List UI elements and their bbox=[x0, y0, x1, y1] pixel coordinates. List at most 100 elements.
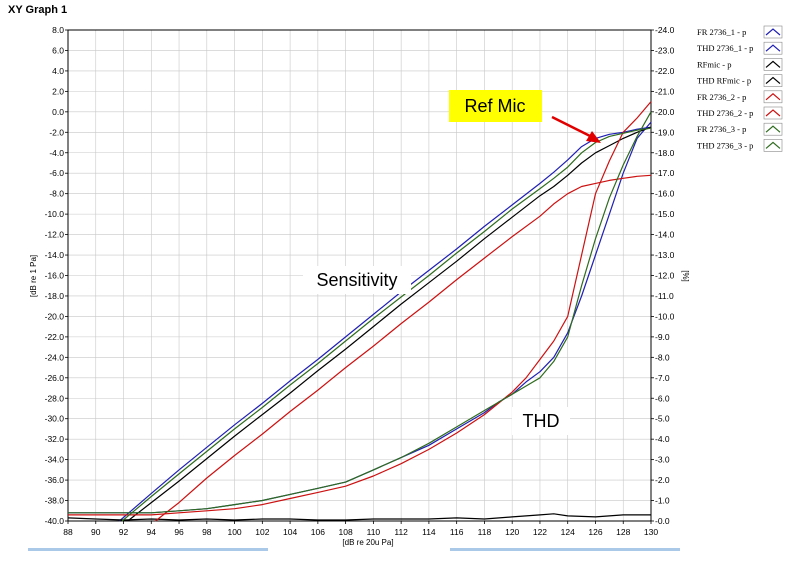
y-tick-label: -38.0 bbox=[45, 496, 65, 506]
y-tick-label: -30.0 bbox=[45, 414, 65, 424]
y2-tick-label: -14.0 bbox=[655, 230, 675, 240]
legend-entry-label: THD 2736_3 - p bbox=[697, 140, 753, 150]
series-line-7 bbox=[121, 127, 652, 522]
y2-tick-label: -11.0 bbox=[655, 291, 674, 301]
legend-swatch bbox=[765, 60, 781, 68]
x-tick-label: 120 bbox=[505, 527, 519, 537]
y2-tick-label: -22.0 bbox=[655, 66, 675, 76]
y2-tick-label: -10.0 bbox=[655, 311, 675, 321]
y2-tick-label: -16.0 bbox=[655, 189, 675, 199]
legend-entry-label: FR 2736_3 - p bbox=[697, 124, 746, 134]
y-tick-label: -32.0 bbox=[45, 434, 65, 444]
y-tick-label: -34.0 bbox=[45, 455, 65, 465]
y2-axis-ticks: -24.0 -23.0 -22.0 -21.0 -20.0 -19.0 -18.0 -17.0… bbox=[651, 25, 675, 526]
ref-mic-arrow-head bbox=[586, 131, 601, 143]
legend-entry-label: THD 2736_2 - p bbox=[697, 108, 753, 118]
x-tick-label: 94 bbox=[147, 527, 157, 537]
x-tick-label: 102 bbox=[255, 527, 269, 537]
y2-tick-label: -18.0 bbox=[655, 148, 675, 158]
x-tick-label: 122 bbox=[533, 527, 547, 537]
series-line-2 bbox=[68, 121, 652, 514]
legend-swatch-box bbox=[763, 139, 783, 152]
y-tick-label: -24.0 bbox=[45, 352, 65, 362]
y-tick-label: -2.0 bbox=[49, 127, 64, 137]
y-tick-label: 4.0 bbox=[52, 66, 64, 76]
y2-tick-label: -1.0 bbox=[655, 496, 670, 506]
series-line-5 bbox=[155, 174, 652, 522]
legend-swatch-box bbox=[763, 58, 783, 71]
legend-swatch bbox=[765, 28, 781, 36]
legend-swatch bbox=[765, 125, 781, 133]
x-tick-label: 124 bbox=[561, 527, 575, 537]
y-tick-label: 0.0 bbox=[52, 107, 64, 117]
y2-tick-label: -12.0 bbox=[655, 271, 675, 281]
y2-axis-label: [%] bbox=[681, 270, 690, 282]
x-tick-label: 126 bbox=[588, 527, 602, 537]
y-tick-label: -20.0 bbox=[45, 311, 65, 321]
y2-tick-label: -21.0 bbox=[655, 86, 675, 96]
legend-swatch-box bbox=[763, 74, 783, 87]
y-axis-ticks: 8.0 6.0 4.0 2.0 0.0 -2.0 -4.0 -6.0 -8.0 -10.0 -12.… bbox=[45, 25, 68, 526]
sensitivity-annotation-box bbox=[303, 266, 411, 294]
y2-tick-label: -5.0 bbox=[655, 414, 670, 424]
legend-entry-label: RFmic - p bbox=[697, 59, 731, 69]
y-tick-label: -8.0 bbox=[49, 189, 64, 199]
y-tick-label: -6.0 bbox=[49, 168, 64, 178]
y-tick-label: -26.0 bbox=[45, 373, 65, 383]
legend-entry-label: THD RFmic - p bbox=[697, 76, 751, 86]
legend-swatch bbox=[765, 44, 781, 52]
thd-annotation: THD bbox=[523, 411, 560, 431]
legend-swatch bbox=[765, 109, 781, 117]
thd-annotation-box bbox=[512, 407, 570, 435]
ref-mic-annotation: Ref Mic bbox=[464, 96, 525, 116]
legend-entry-label: FR 2736_2 - p bbox=[697, 92, 746, 102]
y2-tick-label: -2.0 bbox=[655, 475, 670, 485]
y-tick-label: -28.0 bbox=[45, 393, 65, 403]
y2-tick-label: -6.0 bbox=[655, 393, 670, 403]
x-tick-label: 96 bbox=[174, 527, 184, 537]
series-line-8 bbox=[68, 111, 652, 514]
series-line-4 bbox=[67, 513, 651, 521]
x-tick-label: 110 bbox=[367, 527, 381, 537]
x-tick-label: 106 bbox=[311, 527, 325, 537]
y-tick-label: -16.0 bbox=[45, 271, 65, 281]
y2-tick-label: -9.0 bbox=[655, 332, 670, 342]
y2-tick-label: -24.0 bbox=[655, 25, 675, 35]
ref-mic-arrow-line bbox=[551, 115, 593, 139]
x-axis-label: [dB re 20u Pa] bbox=[342, 538, 393, 547]
series-line-1 bbox=[119, 126, 652, 522]
y-tick-label: -36.0 bbox=[45, 475, 65, 485]
x-tick-label: 104 bbox=[283, 527, 297, 537]
legend: FR 2736_1 - p THD 2736_1 - p RFmic - p THD … bbox=[697, 25, 783, 152]
sensitivity-annotation: Sensitivity bbox=[316, 270, 397, 290]
x-tick-label: 100 bbox=[227, 527, 241, 537]
legend-entry-label: FR 2736_1 - p bbox=[697, 27, 746, 37]
x-tick-label: 112 bbox=[394, 527, 408, 537]
x-tick-label: 108 bbox=[339, 527, 353, 537]
y2-tick-label: -7.0 bbox=[655, 373, 670, 383]
y-axis-label: [dB re 1 Pa] bbox=[29, 255, 38, 297]
legend-swatch-box bbox=[763, 90, 783, 104]
y2-tick-label: -8.0 bbox=[655, 352, 670, 362]
x-tick-label: 88 bbox=[63, 527, 73, 537]
bottom-bar-left bbox=[28, 548, 268, 551]
x-tick-label: 114 bbox=[422, 527, 436, 537]
y2-tick-label: -20.0 bbox=[655, 107, 675, 117]
y-tick-label: 6.0 bbox=[52, 45, 64, 55]
x-axis-ticks: 88 90 92 94 96 98 100 102 104 106 108 110 112 114 116 1… bbox=[63, 521, 658, 537]
y2-tick-label: -0.0 bbox=[655, 516, 670, 526]
y2-tick-label: -15.0 bbox=[655, 209, 675, 219]
y-tick-label: -10.0 bbox=[45, 209, 65, 219]
window-title: XY Graph 1 bbox=[8, 4, 68, 16]
x-tick-label: 118 bbox=[478, 527, 492, 537]
series-line-6 bbox=[68, 101, 652, 516]
legend-swatch bbox=[765, 141, 781, 149]
x-tick-label: 90 bbox=[91, 527, 101, 537]
legend-entry-label: THD 2736_1 - p bbox=[697, 43, 753, 53]
y-tick-label: -40.0 bbox=[45, 516, 65, 526]
legend-swatch-box bbox=[763, 122, 783, 136]
legend-swatch-box bbox=[763, 106, 783, 120]
y-tick-label: 8.0 bbox=[52, 25, 64, 35]
y2-tick-label: -17.0 bbox=[655, 168, 675, 178]
